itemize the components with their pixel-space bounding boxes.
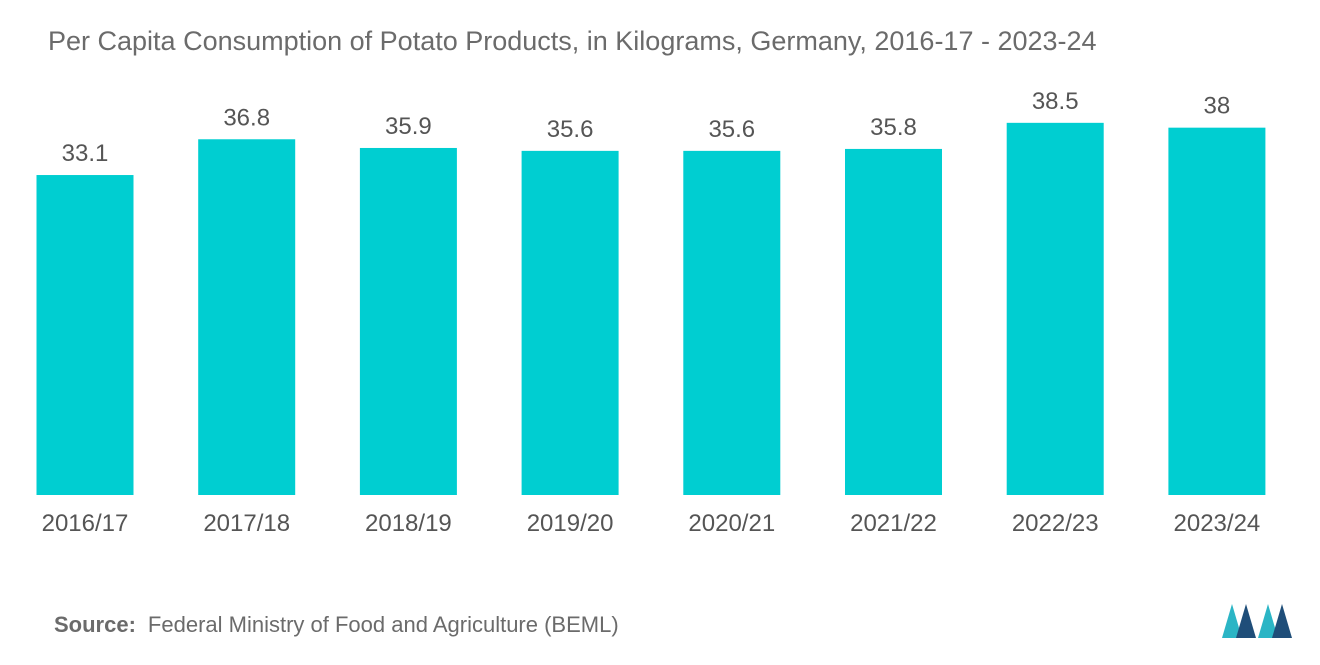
bar-2019/20	[521, 150, 619, 495]
bar-2017/18	[198, 139, 296, 495]
bar-2022/23	[1006, 122, 1104, 495]
data-label: 35.9	[385, 113, 432, 140]
x-tick-label: 2020/21	[688, 510, 775, 537]
source-text: Federal Ministry of Food and Agriculture…	[147, 612, 619, 637]
data-label: 33.1	[62, 140, 109, 167]
data-label: 35.6	[708, 116, 755, 143]
x-tick-label: 2017/18	[203, 510, 290, 537]
bar-chart: 33.1 2016/17 36.8 2017/18 35.9 2018/19 35.6 201…	[36, 88, 1266, 537]
x-tick-label: 2022/23	[1012, 510, 1099, 537]
x-tick-label: 2018/19	[365, 510, 452, 537]
data-label: 38	[1204, 93, 1231, 120]
data-label: 38.5	[1032, 88, 1079, 115]
bar-2023/24	[1168, 127, 1266, 496]
x-tick-label: 2023/24	[1174, 510, 1261, 537]
data-label: 36.8	[223, 104, 270, 131]
data-label: 35.8	[870, 114, 917, 141]
data-label: 35.6	[547, 116, 594, 143]
source-note: Source: Federal Ministry of Food and Agri…	[54, 612, 619, 638]
bar-2016/17	[36, 175, 134, 496]
bar-2021/22	[845, 148, 942, 495]
source-label: Source:	[54, 612, 136, 637]
bar-2018/19	[359, 147, 457, 495]
x-tick-label: 2016/17	[42, 510, 129, 537]
chart-title: Per Capita Consumption of Potato Product…	[48, 26, 1097, 56]
x-tick-label: 2019/20	[527, 510, 614, 537]
mordor-intelligence-logo-icon	[1222, 604, 1292, 638]
x-tick-label: 2021/22	[850, 510, 937, 537]
bar-2020/21	[683, 150, 781, 495]
